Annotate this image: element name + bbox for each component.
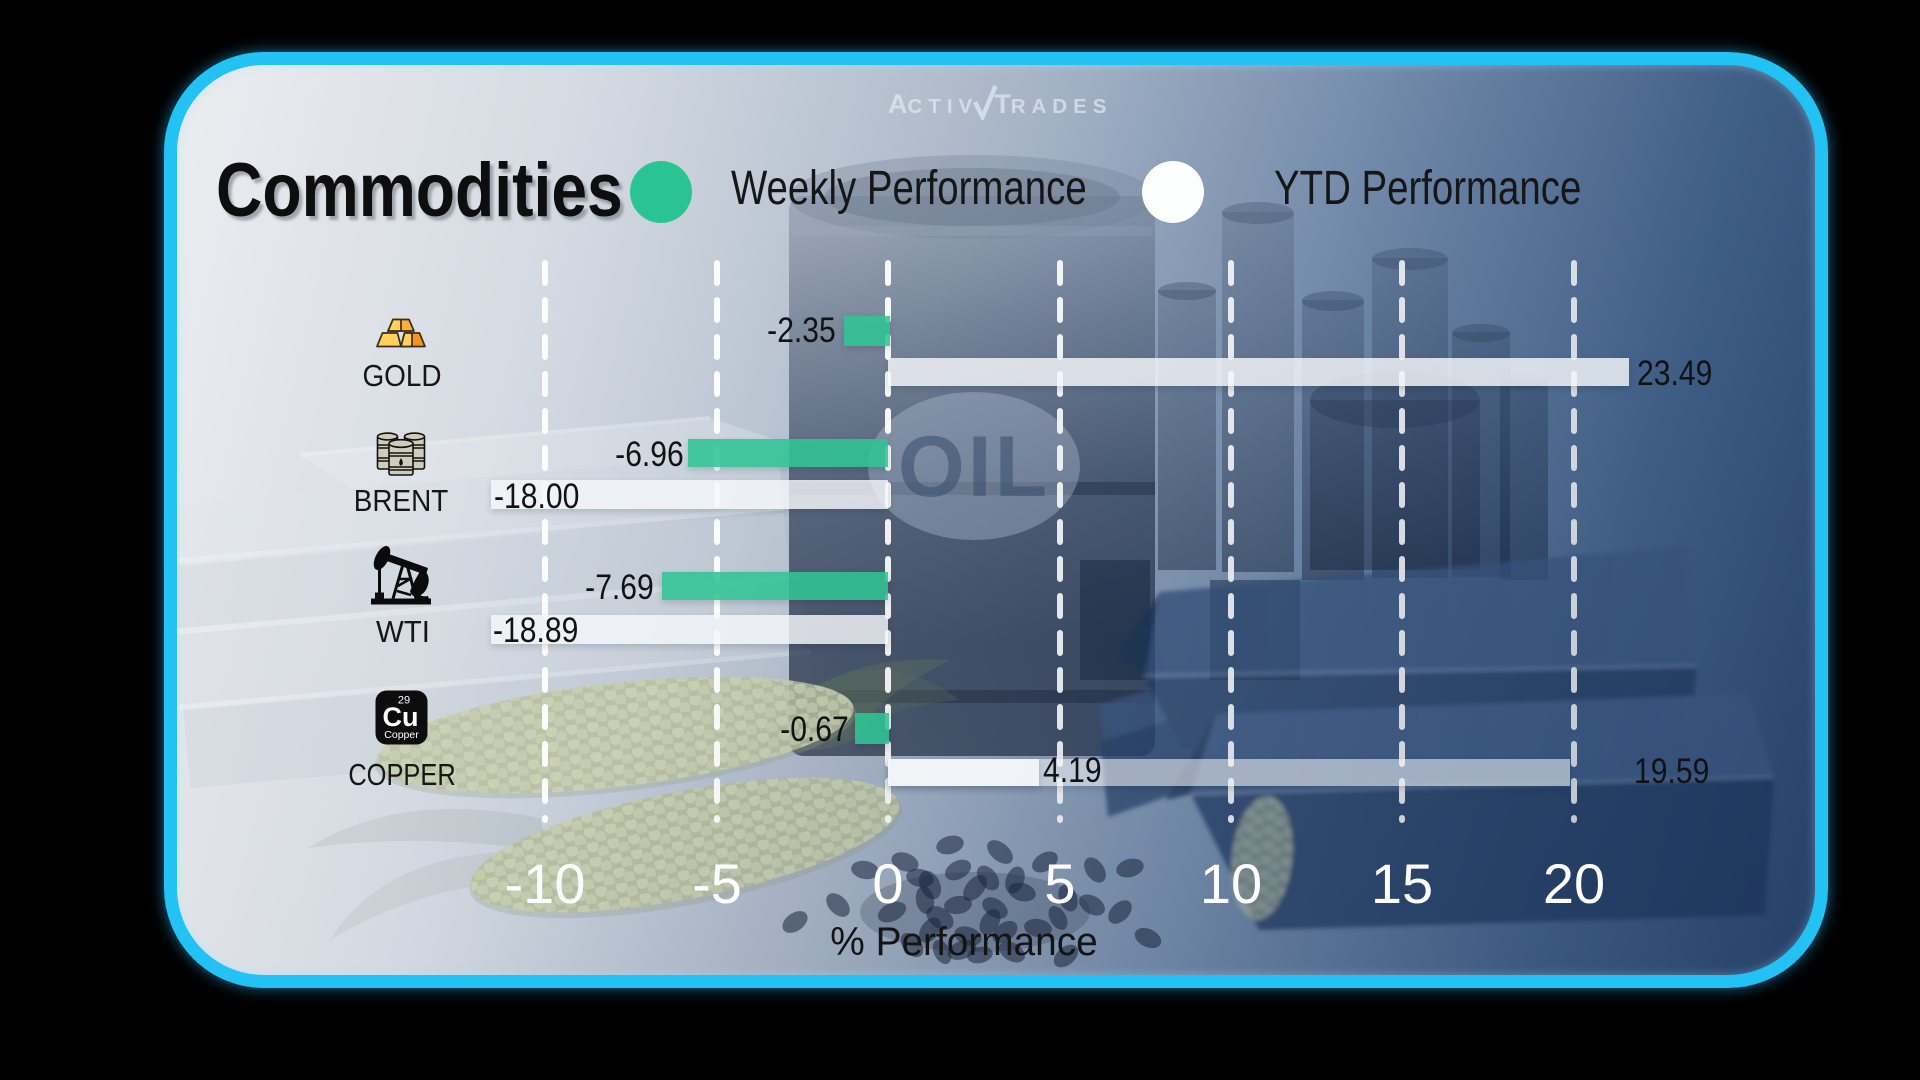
svg-text:Cu: Cu	[383, 702, 419, 732]
svg-text:OIL: OIL	[898, 419, 1050, 515]
svg-text:Copper: Copper	[384, 729, 419, 741]
svg-text:29: 29	[398, 695, 410, 707]
